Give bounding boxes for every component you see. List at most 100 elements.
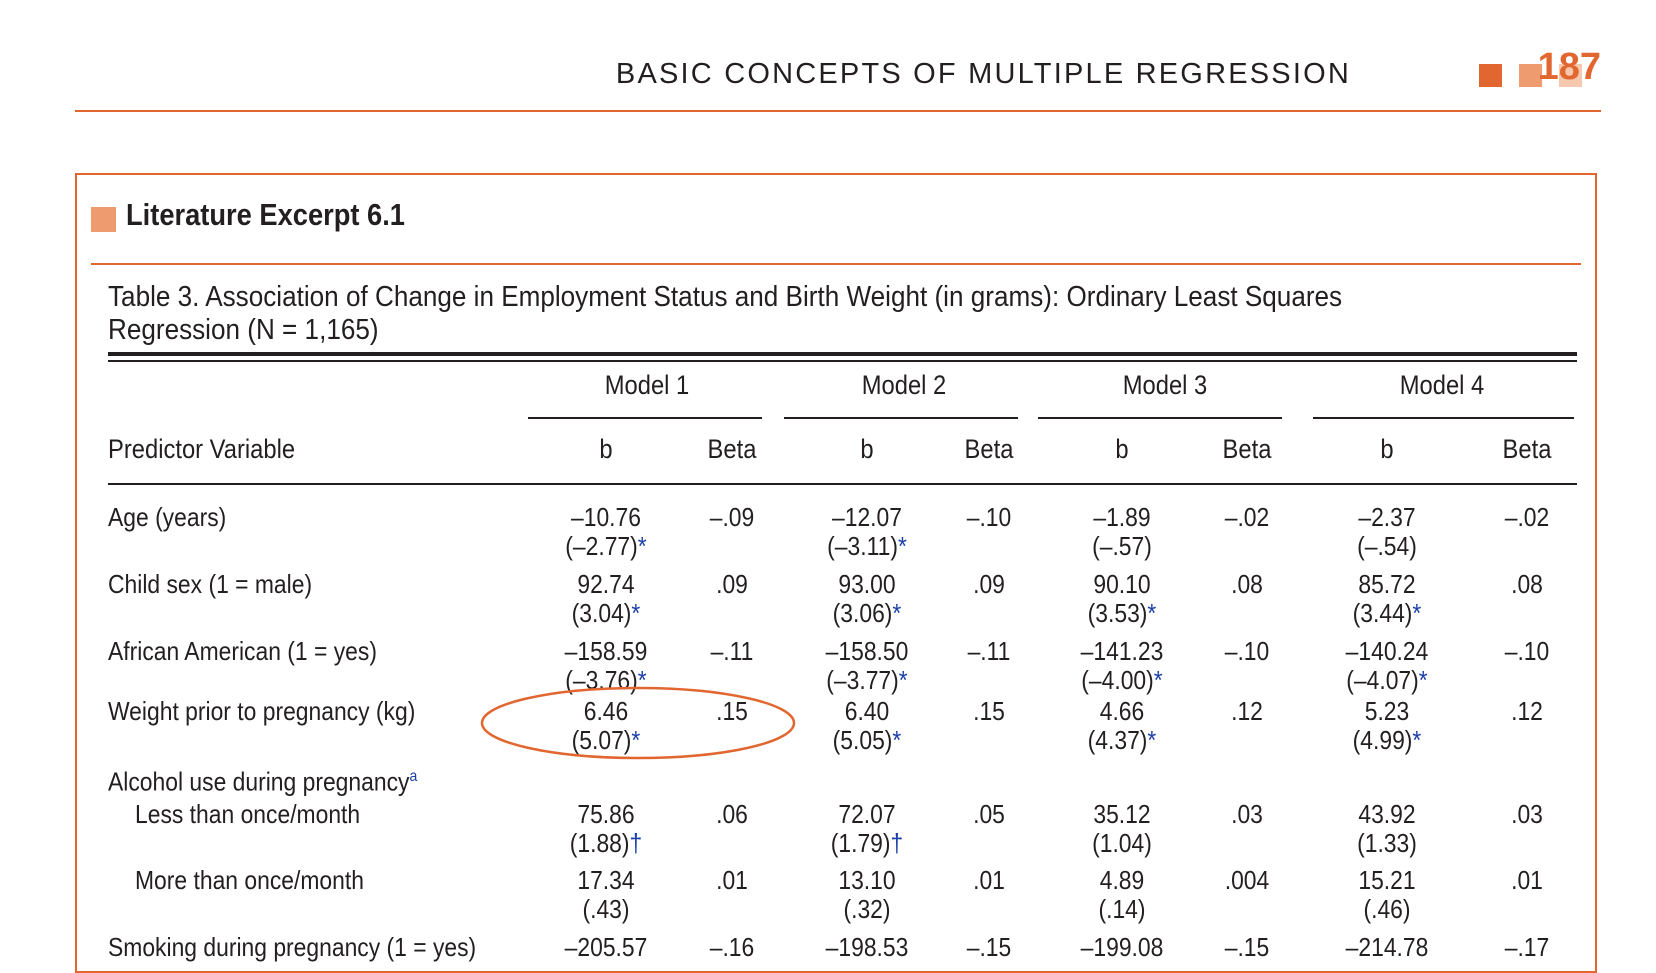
predictor-label-text: More than once/month <box>135 865 364 895</box>
running-header: BASIC CONCEPTS OF MULTIPLE REGRESSION 18… <box>75 40 1601 112</box>
standard-error-value: (–.57) <box>1092 531 1152 561</box>
significance-marker: * <box>892 725 902 755</box>
beta-header: Beta <box>1222 434 1272 464</box>
significance-marker: * <box>1153 665 1163 695</box>
literature-excerpt-box: Literature Excerpt 6.1 Table 3. Associat… <box>75 173 1597 973</box>
standard-error: (–.57) <box>1034 531 1210 561</box>
coefficient-beta: .09 <box>973 569 1005 599</box>
predictor-label-text: African American (1 = yes) <box>108 636 377 666</box>
model-span-rule <box>528 417 762 419</box>
significance-marker: * <box>892 598 902 628</box>
coefficient-b: –2.37 <box>1358 502 1416 532</box>
significance-marker: * <box>631 725 641 755</box>
coefficient-b: –12.07 <box>832 502 902 532</box>
standard-error-value: (1.79) <box>830 828 891 858</box>
standard-error-value: (5.05) <box>832 725 893 755</box>
coefficient-beta: –.02 <box>1504 502 1550 532</box>
coefficient-b: 75.86 <box>577 799 635 829</box>
coefficient-b: 4.66 <box>1099 696 1145 726</box>
coefficient-b: 92.74 <box>577 569 635 599</box>
standard-error: (–3.11)* <box>779 531 955 561</box>
standard-error-value: (.43) <box>582 894 630 924</box>
predictor-label: Age (years) <box>108 502 226 532</box>
excerpt-title: Literature Excerpt 6.1 <box>126 197 405 232</box>
standard-error-value: (3.04) <box>571 598 632 628</box>
significance-marker: * <box>1418 665 1428 695</box>
standard-error-value: (–.54) <box>1357 531 1417 561</box>
standard-error: (1.79)† <box>779 828 955 858</box>
standard-error-value: (–3.11) <box>827 531 898 561</box>
table-top-rule <box>108 352 1577 356</box>
standard-error: (3.53)* <box>1034 598 1210 628</box>
significance-marker: * <box>637 531 647 561</box>
coefficient-b: –158.59 <box>564 636 648 666</box>
standard-error-value: (3.53) <box>1087 598 1148 628</box>
standard-error: (4.37)* <box>1034 725 1210 755</box>
standard-error: (1.04) <box>1034 828 1210 858</box>
page-number: 187 <box>1537 46 1601 88</box>
standard-error-value: (–3.77) <box>826 665 899 695</box>
standard-error: (3.06)* <box>779 598 955 628</box>
running-title: BASIC CONCEPTS OF MULTIPLE REGRESSION <box>615 58 1351 90</box>
beta-header: Beta <box>707 434 757 464</box>
predictor-label-text: Smoking during pregnancy (1 = yes) <box>108 932 477 962</box>
standard-error: (.32) <box>779 894 955 924</box>
coefficient-beta: .12 <box>1511 696 1543 726</box>
standard-error: (.43) <box>518 894 694 924</box>
footnote-marker: a <box>409 768 418 785</box>
predictor-label-text: Alcohol use during pregnancy <box>108 766 410 797</box>
coefficient-b: 6.40 <box>844 696 890 726</box>
coefficient-b: –10.76 <box>571 502 641 532</box>
coefficient-beta: .01 <box>973 865 1005 895</box>
predictor-label: Child sex (1 = male) <box>108 569 312 599</box>
model-header: Model 3 <box>1122 370 1208 400</box>
predictor-header: Predictor Variable <box>108 434 296 464</box>
standard-error-value: (–3.76) <box>565 665 638 695</box>
table-top-rule <box>108 360 1577 362</box>
divider <box>91 263 1581 265</box>
predictor-label: More than once/month <box>135 865 364 895</box>
beta-header: Beta <box>1502 434 1552 464</box>
standard-error-value: (3.06) <box>832 598 893 628</box>
coefficient-b: 72.07 <box>838 799 896 829</box>
standard-error: (1.33) <box>1299 828 1475 858</box>
standard-error: (3.04)* <box>518 598 694 628</box>
significance-marker: * <box>1147 598 1157 628</box>
standard-error: (.14) <box>1034 894 1210 924</box>
coefficient-b: 15.21 <box>1358 865 1416 895</box>
model-span-rule <box>784 417 1018 419</box>
standard-error-value: (.32) <box>843 894 891 924</box>
standard-error: (.46) <box>1299 894 1475 924</box>
significance-marker: † <box>890 828 904 858</box>
coefficient-b: 90.10 <box>1093 569 1151 599</box>
predictor-label: Alcohol use during pregnancya <box>108 762 417 797</box>
predictor-label: Smoking during pregnancy (1 = yes) <box>108 932 476 962</box>
standard-error-value: (–4.07) <box>1346 665 1419 695</box>
header-bottom-rule <box>108 483 1577 485</box>
coefficient-beta: –.10 <box>1224 636 1270 666</box>
predictor-label: Less than once/month <box>135 799 360 829</box>
coefficient-b: 5.23 <box>1364 696 1410 726</box>
model-header: Model 2 <box>861 370 947 400</box>
standard-error: (–4.00)* <box>1034 665 1210 695</box>
coefficient-b: 93.00 <box>838 569 896 599</box>
significance-marker: * <box>1412 725 1422 755</box>
square-icon <box>1519 64 1542 87</box>
standard-error: (–3.76)* <box>518 665 694 695</box>
coefficient-b: 85.72 <box>1358 569 1416 599</box>
coefficient-b: –1.89 <box>1093 502 1151 532</box>
standard-error-value: (1.33) <box>1357 828 1417 858</box>
table-caption-line: Table 3. Association of Change in Employ… <box>108 281 1343 313</box>
model-header: Model 4 <box>1399 370 1485 400</box>
predictor-label-text: Child sex (1 = male) <box>108 569 313 599</box>
predictor-label: Weight prior to pregnancy (kg) <box>108 696 415 726</box>
coefficient-beta: .03 <box>1511 799 1543 829</box>
significance-marker: † <box>629 828 643 858</box>
square-icon <box>91 207 116 232</box>
coefficient-b: 4.89 <box>1099 865 1145 895</box>
standard-error: (3.44)* <box>1299 598 1475 628</box>
square-icon <box>1559 64 1582 87</box>
coefficient-beta: .09 <box>716 569 748 599</box>
standard-error-value: (5.07) <box>571 725 632 755</box>
coefficient-beta: –.02 <box>1224 502 1270 532</box>
